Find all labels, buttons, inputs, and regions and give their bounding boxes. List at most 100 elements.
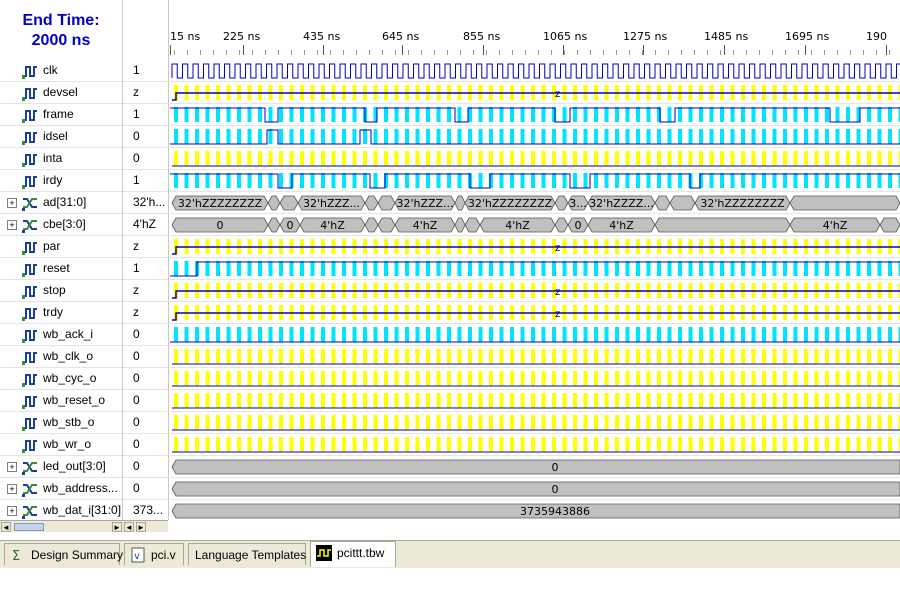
waveform-canvas[interactable]: z 32'hZZZZZZZZ 32'hZZZ... 32'hZZZ... 32'hZZZ…: [170, 60, 900, 522]
tab-pcittt-tbw[interactable]: pcittt.tbw: [310, 541, 396, 567]
stimulus-marker: [751, 327, 756, 342]
expand-bus-icon[interactable]: +: [7, 462, 17, 472]
signal-name: trdy: [43, 305, 64, 319]
stimulus-marker: [573, 437, 577, 452]
stimulus-marker: [184, 349, 189, 364]
stimulus-marker: [499, 129, 504, 144]
stimulus-marker: [594, 173, 598, 188]
bit-signal-icon: [22, 418, 37, 431]
tab-pci-v[interactable]: v pci.v: [124, 543, 184, 565]
signal-row-wb-stb-o[interactable]: wb_stb_o: [0, 412, 122, 434]
signal-row-trdy[interactable]: trdy: [0, 302, 122, 324]
signal-row-wb-ack-i[interactable]: wb_ack_i: [0, 324, 122, 346]
bus-segment: [171, 459, 900, 475]
signal-row-ad-31-0[interactable]: + ad[31:0]: [0, 192, 122, 214]
scroll-left-button[interactable]: ◄: [1, 522, 11, 532]
stimulus-marker: [174, 261, 178, 276]
stimulus-marker: [373, 349, 378, 364]
ruler-minor-tick: [798, 50, 799, 55]
stimulus-marker: [625, 107, 630, 122]
signal-row-par[interactable]: par: [0, 236, 122, 258]
time-ruler[interactable]: 15 ns 225 ns 435 ns 645 ns 855 ns 1065 ns 1275…: [170, 0, 900, 60]
stimulus-marker: [468, 371, 472, 386]
stimulus-marker: [478, 327, 483, 342]
bit-signal-icon: [22, 286, 37, 299]
signal-row-devsel[interactable]: devsel: [0, 82, 122, 104]
frame-trace: [170, 107, 900, 123]
stimulus-marker: [237, 173, 241, 188]
signal-row-frame[interactable]: frame: [0, 104, 122, 126]
signal-row-wb-cyc-o[interactable]: wb_cyc_o: [0, 368, 122, 390]
expand-bus-icon[interactable]: +: [7, 220, 17, 230]
stimulus-marker: [384, 415, 388, 430]
bus-segment: [554, 217, 569, 233]
scroll-thumb[interactable]: [14, 523, 44, 531]
signal-value: 4'hZ: [123, 214, 168, 236]
waveform-icon: [316, 545, 332, 561]
scroll-right-button[interactable]: ►: [112, 522, 122, 532]
signal-row-wb-dat-i-31-0[interactable]: + wb_dat_i[31:0]: [0, 500, 122, 522]
stimulus-marker: [835, 349, 840, 364]
stimulus-marker: [615, 327, 619, 342]
signal-row-stop[interactable]: stop: [0, 280, 122, 302]
stimulus-marker: [300, 371, 304, 386]
stimulus-marker: [793, 349, 798, 364]
stimulus-marker: [499, 415, 504, 430]
signal-row-idsel[interactable]: idsel: [0, 126, 122, 148]
stimulus-marker: [877, 371, 882, 386]
stimulus-marker: [247, 349, 252, 364]
stimulus-marker: [583, 437, 588, 452]
signal-row-wb-wr-o[interactable]: wb_wr_o: [0, 434, 122, 456]
stimulus-marker: [604, 371, 609, 386]
stimulus-marker: [384, 393, 388, 408]
signal-row-cbe-3-0[interactable]: + cbe[3:0]: [0, 214, 122, 236]
stimulus-marker: [594, 415, 598, 430]
stimulus-marker: [615, 151, 619, 166]
stimulus-marker: [279, 173, 283, 188]
stimulus-marker: [541, 129, 546, 144]
tab-language-templates[interactable]: Language Templates: [188, 543, 306, 565]
signal-row-clk[interactable]: clk: [0, 60, 122, 82]
scroll-page-left-button[interactable]: ◄: [124, 522, 134, 532]
stimulus-marker: [825, 173, 829, 188]
signal-row-wb-reset-o[interactable]: wb_reset_o: [0, 390, 122, 412]
stimulus-marker: [457, 151, 462, 166]
names-horizontal-scrollbar[interactable]: ◄ ► ◄ ►: [0, 520, 168, 533]
value-column-header: [123, 0, 169, 60]
stimulus-marker: [226, 415, 231, 430]
signal-value: z: [123, 236, 168, 258]
stimulus-marker: [310, 261, 315, 276]
stimulus-marker: [783, 151, 787, 166]
end-time-panel: End Time: 2000 ns: [0, 0, 123, 60]
stimulus-marker: [174, 415, 178, 430]
signal-row-inta[interactable]: inta: [0, 148, 122, 170]
signal-row-wb-clk-o[interactable]: wb_clk_o: [0, 346, 122, 368]
stimulus-marker: [268, 349, 273, 364]
stimulus-marker: [352, 437, 357, 452]
stimulus-marker: [573, 349, 577, 364]
stimulus-marker: [888, 393, 892, 408]
stimulus-marker: [898, 393, 900, 408]
expand-bus-icon[interactable]: +: [7, 198, 17, 208]
signal-row-wb-address[interactable]: + wb_address...: [0, 478, 122, 500]
stimulus-marker: [720, 327, 724, 342]
stimulus-marker: [478, 129, 483, 144]
stimulus-marker: [258, 151, 262, 166]
stimulus-marker: [615, 107, 619, 122]
stimulus-marker: [793, 415, 798, 430]
stimulus-marker: [174, 327, 178, 342]
ruler-tick: [170, 45, 171, 55]
tab-design-summary[interactable]: Σ Design Summary: [4, 543, 123, 565]
signal-row-reset[interactable]: reset: [0, 258, 122, 280]
expand-bus-icon[interactable]: +: [7, 484, 17, 494]
scroll-page-right-button[interactable]: ►: [136, 522, 146, 532]
signal-row-led-out-3-0[interactable]: + led_out[3:0]: [0, 456, 122, 478]
waveform-panel[interactable]: z 32'hZZZZZZZZ 32'hZZZ... 32'hZZZ... 32'hZZZ…: [170, 60, 900, 522]
signal-value: 0: [123, 434, 168, 456]
expand-bus-icon[interactable]: +: [7, 506, 17, 516]
stimulus-marker: [751, 371, 756, 386]
stimulus-marker: [247, 393, 252, 408]
stimulus-marker: [268, 151, 273, 166]
stimulus-marker: [699, 349, 703, 364]
signal-row-irdy[interactable]: irdy: [0, 170, 122, 192]
